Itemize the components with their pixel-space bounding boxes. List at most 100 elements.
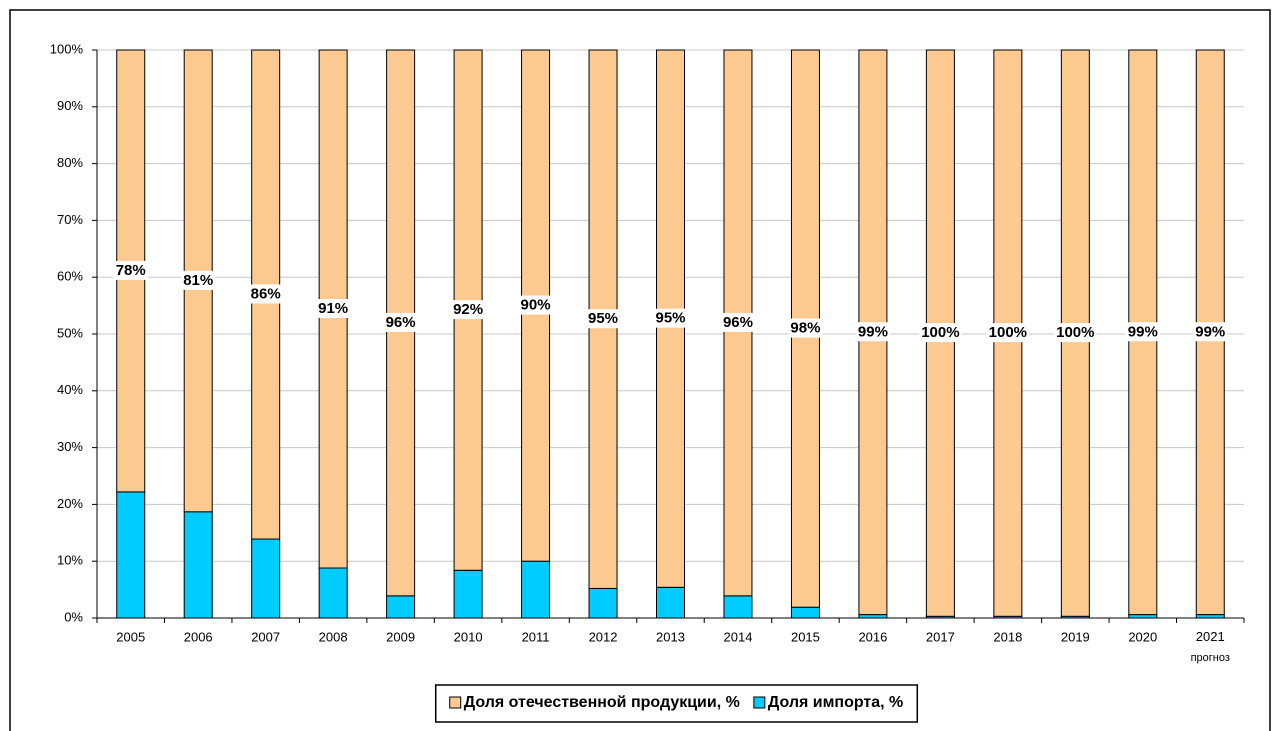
data-label: 90%	[521, 297, 551, 314]
chart-frame	[9, 9, 1271, 731]
legend-marker	[449, 696, 462, 709]
x-tick-label: 2016	[858, 629, 887, 644]
data-label-group: 95%	[653, 308, 688, 328]
data-label-group: 96%	[383, 312, 418, 332]
data-label: 86%	[251, 285, 281, 302]
data-label-bg	[113, 260, 148, 280]
data-label-group: 95%	[586, 309, 621, 329]
x-tick-label: 2005	[116, 629, 145, 644]
data-label-bg	[383, 312, 418, 332]
data-label: 100%	[989, 324, 1027, 341]
x-tick-label: 2018	[993, 629, 1022, 644]
data-label-bg	[986, 323, 1030, 343]
data-label-bg	[316, 298, 351, 318]
y-tick-label: 0%	[64, 609, 83, 624]
x-tick-label: 2012	[589, 629, 618, 644]
x-tick-label: 2009	[386, 629, 415, 644]
data-label-group: 86%	[248, 284, 283, 304]
bar-segment	[453, 569, 483, 619]
y-tick-label: 80%	[57, 155, 83, 170]
data-label-group: 96%	[720, 312, 755, 332]
bar-segment	[318, 567, 348, 619]
y-tick-label: 30%	[57, 439, 83, 454]
data-label-group: 92%	[451, 300, 486, 320]
data-label: 91%	[318, 300, 348, 317]
x-tick-label: 2015	[791, 629, 820, 644]
data-label-bg	[181, 270, 216, 290]
data-label-bg	[1054, 323, 1097, 343]
bar-segment	[521, 560, 551, 619]
data-label-bg	[919, 323, 962, 343]
bar-segment	[1128, 614, 1158, 619]
data-label: 98%	[790, 320, 820, 337]
data-label-group: 100%	[1054, 323, 1097, 343]
data-label-group: 99%	[1193, 322, 1228, 342]
y-tick-label: 60%	[57, 269, 83, 284]
bar-segment	[183, 511, 213, 619]
y-tick-label: 40%	[57, 382, 83, 397]
y-tick-label: 20%	[57, 496, 83, 511]
data-label: 100%	[1056, 324, 1094, 341]
data-label: 99%	[858, 323, 888, 340]
x-tick-label: 2020	[1128, 629, 1157, 644]
x-tick-label: 2014	[724, 629, 753, 644]
y-tick-label: 70%	[57, 212, 83, 227]
data-label-group: 98%	[788, 318, 823, 338]
data-label-group: 81%	[181, 270, 216, 290]
data-label: 92%	[453, 301, 483, 318]
bar-segment	[588, 587, 618, 619]
y-tick-label: 100%	[50, 41, 84, 56]
data-label: 99%	[1128, 323, 1158, 340]
bar-segment	[723, 595, 753, 619]
data-label: 81%	[183, 272, 213, 289]
data-label-bg	[653, 308, 688, 328]
data-label-group: 100%	[986, 323, 1030, 343]
x-tick-label: 2011	[522, 629, 550, 644]
data-label: 100%	[921, 324, 959, 341]
bar-segment	[858, 614, 888, 619]
legend-marker	[753, 696, 766, 709]
data-label-bg	[586, 309, 621, 329]
bar-segment	[790, 606, 820, 619]
legend: Доля отечественной продукции, % Доля импо…	[434, 684, 919, 723]
y-tick-label: 10%	[57, 553, 83, 568]
y-tick-label: 50%	[57, 325, 83, 340]
bar-segment	[116, 491, 146, 619]
x-tick-label: 2010	[454, 629, 483, 644]
bar-segment	[386, 595, 416, 619]
data-label: 99%	[1195, 323, 1225, 340]
bar-segment	[656, 586, 685, 619]
x-tick-label: 2019	[1061, 629, 1090, 644]
data-label-bg	[788, 318, 823, 338]
data-label-bg	[1125, 322, 1160, 342]
x-tick-label: 2013	[656, 629, 685, 644]
data-label: 95%	[655, 310, 685, 327]
data-label-bg	[1193, 322, 1228, 342]
data-label: 96%	[723, 314, 753, 331]
data-label-group: 99%	[1125, 322, 1160, 342]
data-label-bg	[248, 284, 283, 304]
bar-segment	[1195, 614, 1225, 619]
legend-label: Доля импорта, %	[768, 694, 903, 711]
data-label: 95%	[588, 310, 618, 327]
data-label-bg	[720, 312, 755, 332]
data-label-group: 99%	[855, 322, 890, 342]
data-label: 96%	[386, 314, 416, 331]
x-tick-label: 2021 прогноз	[1191, 629, 1230, 663]
x-tick-label: 2006	[184, 629, 213, 644]
data-label: 78%	[116, 262, 146, 279]
data-label-group: 100%	[919, 323, 962, 343]
y-tick-label: 90%	[57, 98, 83, 113]
x-tick-label: 2008	[319, 629, 348, 644]
data-label-group: 90%	[518, 295, 553, 315]
bar-segment	[251, 538, 281, 619]
legend-label: Доля отечественной продукции, %	[464, 694, 740, 711]
x-tick-label: 2017	[926, 629, 955, 644]
data-label-bg	[855, 322, 890, 342]
data-label-group: 78%	[113, 260, 148, 280]
data-label-bg	[451, 300, 486, 320]
data-label-group: 91%	[316, 298, 351, 318]
data-label-bg	[518, 295, 553, 315]
legend-box	[434, 684, 919, 723]
